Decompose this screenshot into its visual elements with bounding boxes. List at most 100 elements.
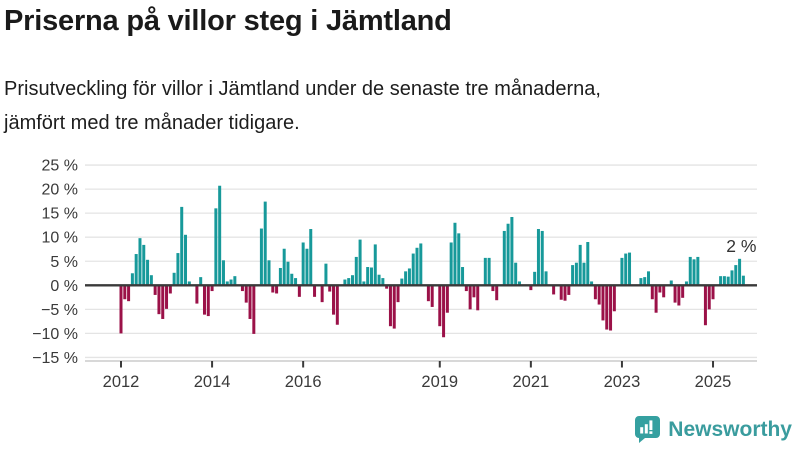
bar bbox=[297, 285, 301, 297]
bar bbox=[628, 252, 632, 286]
bar bbox=[373, 244, 377, 286]
bar bbox=[388, 285, 392, 327]
bar bbox=[517, 281, 521, 286]
bar bbox=[684, 281, 688, 286]
bar bbox=[381, 278, 385, 286]
bar bbox=[225, 281, 229, 286]
bar bbox=[711, 285, 715, 300]
bar bbox=[275, 285, 279, 294]
bar bbox=[146, 259, 150, 286]
bar bbox=[278, 267, 282, 286]
bar bbox=[221, 260, 225, 286]
bar bbox=[343, 279, 347, 286]
bar bbox=[722, 276, 726, 286]
bar bbox=[309, 229, 313, 286]
bar bbox=[142, 244, 146, 286]
bar bbox=[719, 276, 723, 286]
bar bbox=[461, 267, 465, 286]
bar bbox=[362, 281, 366, 286]
bar bbox=[119, 285, 123, 334]
brand-name: Newsworthy bbox=[668, 417, 792, 441]
bar bbox=[468, 285, 472, 310]
bar bbox=[267, 260, 271, 286]
bar bbox=[654, 285, 658, 313]
bar bbox=[574, 262, 578, 286]
bar bbox=[324, 263, 328, 286]
bar bbox=[529, 285, 533, 291]
bar bbox=[536, 229, 540, 286]
bar bbox=[149, 275, 153, 286]
bar bbox=[134, 254, 138, 286]
bar bbox=[643, 277, 647, 286]
bar bbox=[464, 285, 468, 292]
bar bbox=[161, 285, 165, 319]
bar bbox=[510, 216, 514, 286]
bar bbox=[419, 243, 423, 286]
price-development-bar-chart: 25 % 20 % 15 % 10 % 5 % 0 % −5 % −10 % −15 % 2012… bbox=[0, 155, 800, 405]
bar bbox=[153, 285, 157, 295]
last-value-annotation: 2 % bbox=[726, 236, 756, 256]
bar bbox=[259, 228, 263, 286]
bar bbox=[350, 275, 354, 286]
x-axis-tick-label: 2023 bbox=[604, 373, 641, 391]
bar bbox=[244, 285, 248, 303]
bar bbox=[707, 285, 711, 310]
bar bbox=[347, 278, 351, 286]
y-axis-tick-label: 10 % bbox=[42, 230, 78, 247]
bar bbox=[335, 285, 339, 325]
x-axis-tick-label: 2016 bbox=[285, 373, 322, 391]
y-axis-tick-label: −10 % bbox=[32, 326, 78, 343]
bar bbox=[582, 262, 586, 286]
bar bbox=[172, 272, 176, 286]
bar bbox=[415, 247, 419, 286]
bar bbox=[449, 242, 453, 286]
bar bbox=[407, 268, 411, 286]
bar bbox=[168, 285, 172, 294]
bar bbox=[263, 201, 267, 286]
bar bbox=[597, 285, 601, 305]
bar bbox=[123, 285, 127, 300]
bar bbox=[214, 208, 218, 286]
bar bbox=[487, 257, 491, 286]
bar bbox=[286, 261, 290, 286]
y-axis-tick-label: 0 % bbox=[50, 278, 78, 295]
bar bbox=[506, 223, 510, 286]
bar bbox=[426, 285, 430, 302]
bar bbox=[411, 253, 415, 286]
bar bbox=[430, 285, 434, 307]
bar bbox=[157, 285, 161, 315]
y-axis-tick-label: 5 % bbox=[50, 254, 78, 271]
bar bbox=[741, 275, 745, 286]
bar bbox=[206, 285, 210, 317]
bar bbox=[358, 239, 362, 286]
y-axis-tick-label: 20 % bbox=[42, 182, 78, 199]
bar bbox=[248, 285, 252, 319]
bar bbox=[544, 271, 548, 286]
bar bbox=[491, 285, 495, 292]
bar bbox=[282, 248, 286, 286]
bar bbox=[354, 256, 358, 286]
bar bbox=[290, 273, 294, 286]
bar bbox=[495, 285, 499, 301]
bar bbox=[366, 267, 370, 286]
bar bbox=[692, 259, 696, 286]
bar bbox=[624, 253, 628, 286]
bar bbox=[730, 270, 734, 286]
bar bbox=[559, 285, 563, 300]
bar bbox=[677, 285, 681, 306]
bar bbox=[673, 285, 677, 303]
bar bbox=[669, 280, 673, 286]
bar bbox=[609, 285, 613, 331]
bar-chart-svg: 25 % 20 % 15 % 10 % 5 % 0 % −5 % −10 % −15 % 2012… bbox=[32, 158, 757, 391]
bar bbox=[703, 285, 707, 326]
bar bbox=[476, 285, 480, 311]
bar bbox=[229, 279, 233, 286]
y-axis-tick-label: 15 % bbox=[42, 206, 78, 223]
bar bbox=[457, 233, 461, 286]
bar bbox=[552, 285, 556, 295]
bar bbox=[726, 276, 730, 286]
bar bbox=[210, 285, 214, 292]
bar bbox=[540, 230, 544, 286]
bar bbox=[662, 285, 666, 298]
bar bbox=[734, 265, 738, 286]
